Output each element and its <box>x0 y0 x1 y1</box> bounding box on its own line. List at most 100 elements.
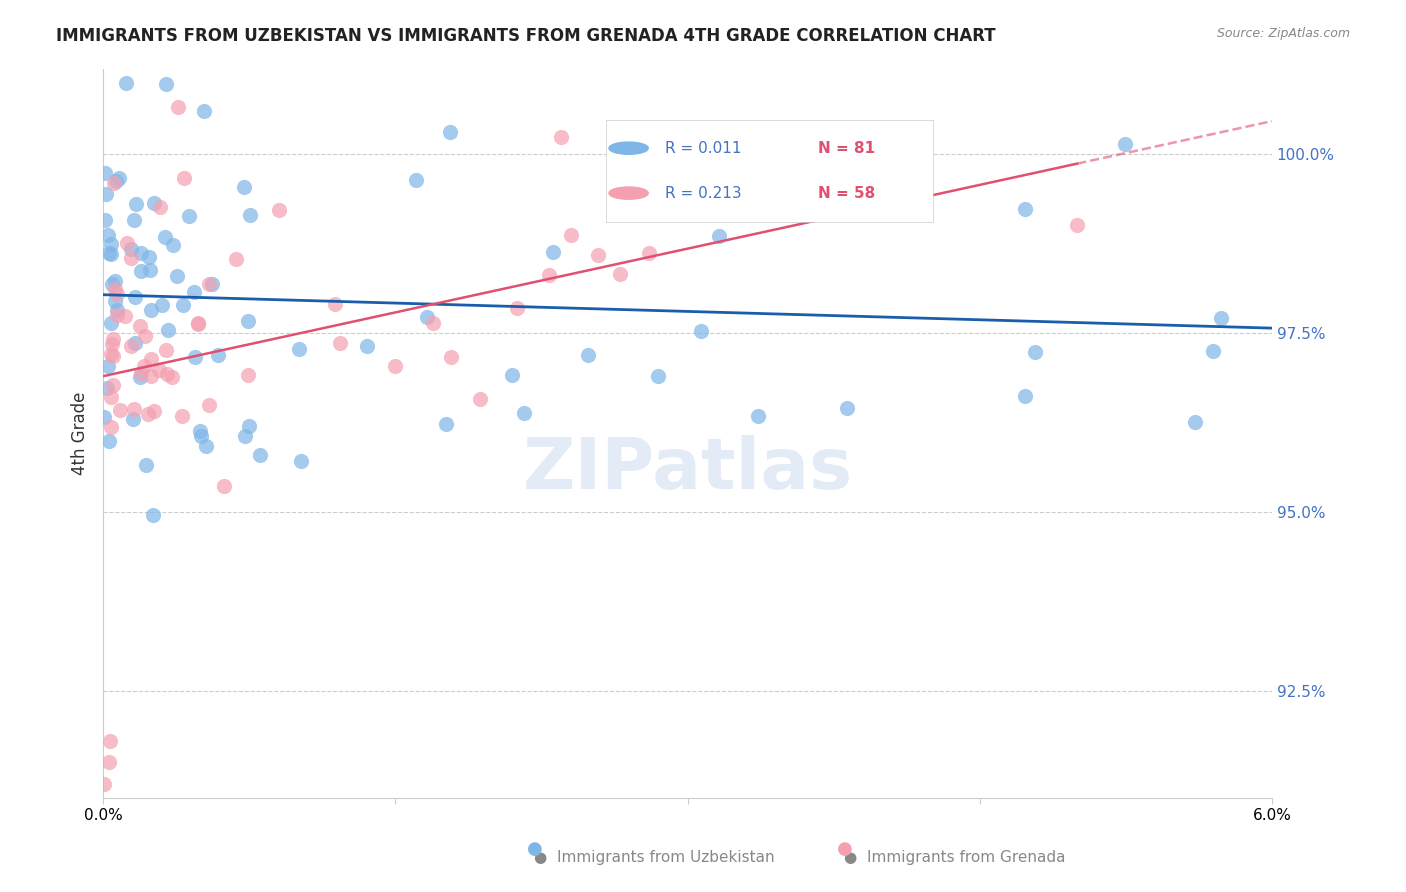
Point <box>707 229 730 244</box>
Point <box>1184 415 1206 429</box>
Point <box>1066 218 1088 232</box>
Point <box>576 348 599 362</box>
Point <box>647 368 669 383</box>
Point <box>100 346 122 360</box>
Point <box>103 332 125 346</box>
Point <box>1024 345 1046 359</box>
Point <box>422 316 444 330</box>
Point <box>129 366 152 380</box>
Point <box>104 293 127 308</box>
Point <box>187 317 209 331</box>
Point <box>269 202 291 217</box>
Point <box>108 170 131 185</box>
Point <box>120 252 142 266</box>
Point <box>100 237 122 252</box>
Point <box>156 367 179 381</box>
Point <box>96 382 118 396</box>
Point <box>172 409 194 423</box>
Point <box>212 479 235 493</box>
Point <box>136 407 159 421</box>
Point <box>115 235 138 250</box>
Point <box>195 439 218 453</box>
Point <box>184 350 207 364</box>
Point <box>100 420 122 434</box>
Point <box>468 392 491 406</box>
Point <box>101 349 124 363</box>
Point <box>155 343 177 358</box>
Point <box>122 401 145 416</box>
Point <box>139 263 162 277</box>
Point <box>405 173 427 187</box>
Point <box>501 368 523 383</box>
Point <box>416 310 439 324</box>
Point <box>134 329 156 343</box>
Point <box>120 339 142 353</box>
Point <box>193 103 215 118</box>
Text: ●: ● <box>837 840 852 858</box>
Point <box>139 369 162 384</box>
Point <box>290 453 312 467</box>
Point <box>129 318 152 333</box>
Point <box>666 140 689 154</box>
Point <box>586 248 609 262</box>
Text: Source: ZipAtlas.com: Source: ZipAtlas.com <box>1216 27 1350 40</box>
Text: ●  Immigrants from Grenada: ● Immigrants from Grenada <box>844 850 1066 865</box>
Point <box>105 174 128 188</box>
Point <box>100 390 122 404</box>
Point <box>384 359 406 373</box>
Point <box>207 348 229 362</box>
Point <box>177 209 200 223</box>
Point <box>103 176 125 190</box>
Point <box>105 303 128 318</box>
Point <box>747 409 769 423</box>
Point <box>97 359 120 373</box>
Point <box>108 403 131 417</box>
Text: ●  Immigrants from Uzbekistan: ● Immigrants from Uzbekistan <box>534 850 775 865</box>
Point <box>101 378 124 392</box>
Point <box>138 250 160 264</box>
Point <box>506 301 529 315</box>
Point <box>238 418 260 433</box>
Point <box>98 734 121 748</box>
Point <box>162 370 184 384</box>
Point <box>668 144 690 158</box>
Point <box>124 290 146 304</box>
Point <box>122 213 145 227</box>
Point <box>543 245 565 260</box>
Point <box>249 448 271 462</box>
Point <box>288 342 311 356</box>
Point <box>104 274 127 288</box>
Point <box>537 268 560 283</box>
Point <box>124 336 146 351</box>
Point <box>98 434 121 449</box>
Point <box>1114 137 1136 152</box>
Point <box>150 297 173 311</box>
Point <box>329 336 352 351</box>
Point <box>97 246 120 260</box>
Point <box>440 350 463 364</box>
Point <box>142 404 165 418</box>
Point <box>148 362 170 376</box>
Point <box>238 314 260 328</box>
Point <box>232 180 254 194</box>
Point <box>122 411 145 425</box>
Point <box>129 369 152 384</box>
Point <box>233 429 256 443</box>
Point <box>513 405 536 419</box>
Point <box>142 508 165 522</box>
Point <box>98 756 121 770</box>
Point <box>129 245 152 260</box>
Point <box>114 76 136 90</box>
Point <box>104 282 127 296</box>
Point <box>1014 202 1036 216</box>
Point <box>131 264 153 278</box>
Y-axis label: 4th Grade: 4th Grade <box>72 392 89 475</box>
Point <box>550 129 572 144</box>
Text: IMMIGRANTS FROM UZBEKISTAN VS IMMIGRANTS FROM GRENADA 4TH GRADE CORRELATION CHAR: IMMIGRANTS FROM UZBEKISTAN VS IMMIGRANTS… <box>56 27 995 45</box>
Point <box>94 166 117 180</box>
Point <box>153 230 176 244</box>
Point <box>124 197 146 211</box>
Point <box>1014 389 1036 403</box>
Point <box>155 77 177 91</box>
Point <box>105 287 128 301</box>
